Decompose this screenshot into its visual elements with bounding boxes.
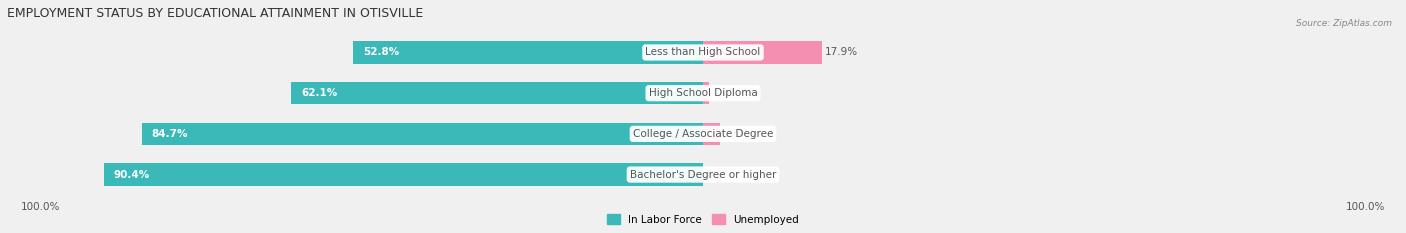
Text: EMPLOYMENT STATUS BY EDUCATIONAL ATTAINMENT IN OTISVILLE: EMPLOYMENT STATUS BY EDUCATIONAL ATTAINM… bbox=[7, 7, 423, 20]
Text: 2.5%: 2.5% bbox=[723, 129, 749, 139]
Text: Less than High School: Less than High School bbox=[645, 48, 761, 58]
Bar bbox=[703, 41, 821, 64]
Bar bbox=[703, 123, 720, 145]
Text: 90.4%: 90.4% bbox=[114, 170, 150, 180]
Bar bbox=[291, 82, 703, 104]
Bar bbox=[104, 163, 703, 186]
Bar bbox=[703, 82, 709, 104]
Text: 84.7%: 84.7% bbox=[152, 129, 188, 139]
Legend: In Labor Force, Unemployed: In Labor Force, Unemployed bbox=[607, 214, 799, 225]
Text: College / Associate Degree: College / Associate Degree bbox=[633, 129, 773, 139]
Bar bbox=[353, 41, 703, 64]
Text: 0.9%: 0.9% bbox=[713, 88, 738, 98]
Text: 52.8%: 52.8% bbox=[363, 48, 399, 58]
Text: Bachelor's Degree or higher: Bachelor's Degree or higher bbox=[630, 170, 776, 180]
Text: High School Diploma: High School Diploma bbox=[648, 88, 758, 98]
Text: Source: ZipAtlas.com: Source: ZipAtlas.com bbox=[1296, 19, 1392, 28]
Text: 17.9%: 17.9% bbox=[825, 48, 858, 58]
Text: 0.0%: 0.0% bbox=[706, 170, 733, 180]
Bar bbox=[142, 123, 703, 145]
Text: 62.1%: 62.1% bbox=[301, 88, 337, 98]
